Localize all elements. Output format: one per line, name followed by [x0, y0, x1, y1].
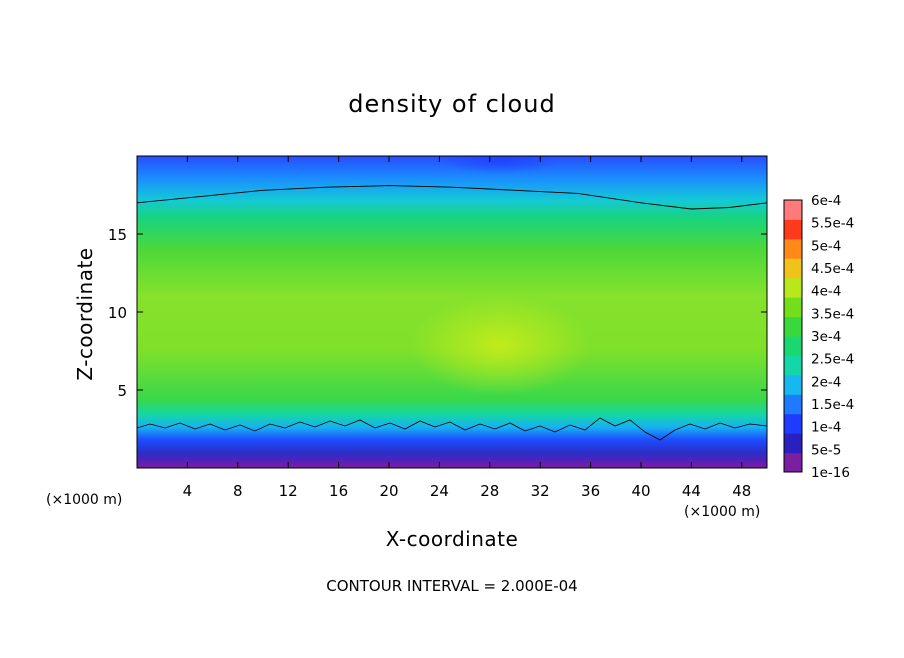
colorbar-swatch-5	[784, 355, 802, 376]
x-unit-label-right: (×1000 m)	[684, 504, 760, 520]
x-tick-label-11: 48	[732, 482, 751, 500]
colorbar-swatch-9	[784, 277, 802, 298]
y-tick-label-0: 5	[117, 382, 127, 400]
x-tick-label-6: 28	[480, 482, 499, 500]
colorbar-label-2: 1e-4	[811, 420, 841, 436]
y-tick-label-1: 10	[108, 304, 127, 322]
colorbar-swatch-4	[784, 374, 802, 395]
x-tick-label-5: 24	[430, 482, 449, 500]
upper-contour-line	[137, 185, 767, 210]
colorbar-frame	[783, 199, 803, 473]
x-unit-label-left: (×1000 m)	[46, 492, 122, 508]
colorbar-label-11: 5.5e-4	[811, 216, 854, 232]
x-tick-label-7: 32	[531, 482, 550, 500]
colorbar: 1e-16 5e-5 1e-4 1.5e-4 2e-4 2.5e-4 3e-4 3.5e-4 4…	[783, 193, 854, 481]
colorbar-label-8: 4e-4	[811, 284, 841, 300]
colorbar-swatch-0	[784, 452, 802, 473]
lower-contour-line	[137, 417, 767, 441]
colorbar-label-6: 3e-4	[811, 329, 841, 345]
contour-interval-footer: CONTOUR INTERVAL = 2.000E-04	[326, 577, 577, 595]
density-hotspot	[410, 295, 590, 395]
colorbar-swatch-8	[784, 297, 802, 318]
x-tick-label-10: 44	[682, 482, 701, 500]
colorbar-label-5: 2.5e-4	[811, 352, 854, 368]
colorbar-swatch-10	[784, 258, 802, 279]
contour-path	[137, 185, 767, 210]
colorbar-swatch-11	[784, 238, 802, 259]
colorbar-label-10: 5e-4	[811, 238, 841, 254]
colorbar-swatch-3	[784, 394, 802, 415]
colorbar-swatch-7	[784, 316, 802, 337]
colorbar-label-9: 4.5e-4	[811, 261, 854, 277]
colorbar-label-4: 2e-4	[811, 374, 841, 390]
colorbar-label-3: 1.5e-4	[811, 397, 854, 413]
colorbar-swatch-2	[784, 413, 802, 434]
x-tick-label-3: 16	[329, 482, 348, 500]
top-low-density	[440, 156, 560, 174]
colorbar-swatch-1	[784, 433, 802, 454]
colorbar-label-0: 1e-16	[811, 465, 850, 481]
y-tick-label-2: 15	[108, 226, 127, 244]
x-axis-ticks: 4 8 12 16 20 24 28 32 36 40 44 48	[183, 156, 751, 500]
colorbar-swatch-12	[784, 219, 802, 240]
x-axis-label: X-coordinate	[386, 527, 519, 551]
colorbar-label-1: 5e-5	[811, 442, 841, 458]
y-axis-label: Z-coordinate	[73, 247, 97, 380]
x-tick-label-0: 4	[183, 482, 193, 500]
chart-title: density of cloud	[348, 90, 555, 118]
x-tick-label-9: 40	[631, 482, 650, 500]
x-tick-label-8: 36	[581, 482, 600, 500]
colorbar-swatch-13	[784, 200, 802, 220]
y-axis-ticks: 5 10 15	[108, 226, 767, 400]
plot-area	[137, 156, 767, 468]
colorbar-label-12: 6e-4	[811, 193, 841, 209]
x-tick-label-2: 12	[279, 482, 298, 500]
x-tick-label-4: 20	[379, 482, 398, 500]
x-tick-label-1: 8	[233, 482, 243, 500]
colorbar-label-7: 3.5e-4	[811, 306, 854, 322]
colorbar-swatch-6	[784, 336, 802, 356]
